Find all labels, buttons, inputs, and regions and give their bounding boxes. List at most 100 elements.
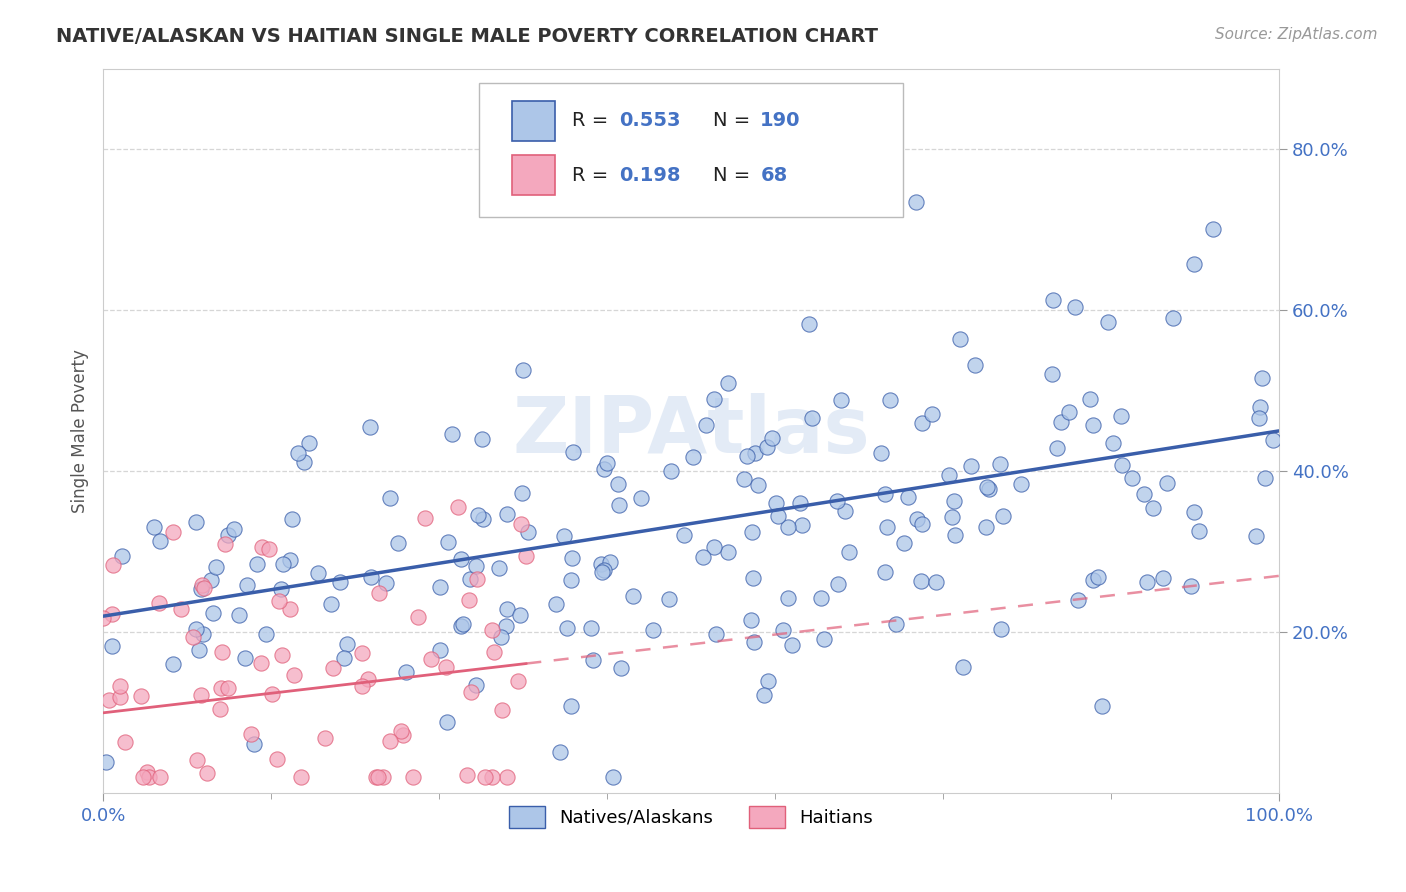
Point [481, 624, 503, 638]
Point [456, 768, 478, 782]
Point [1050, 415, 1073, 429]
Point [1097, 315, 1119, 329]
Point [368, 586, 391, 600]
Point [582, 653, 605, 667]
Point [491, 630, 513, 644]
Point [111, 549, 134, 563]
Point [190, 582, 212, 596]
Point [131, 770, 153, 784]
Point [897, 490, 920, 504]
Point [283, 667, 305, 681]
Point [191, 627, 214, 641]
FancyBboxPatch shape [479, 83, 903, 217]
Point [360, 570, 382, 584]
Point [181, 630, 204, 644]
Point [592, 563, 614, 577]
Point [991, 508, 1014, 523]
Point [884, 617, 907, 632]
Point [1081, 418, 1104, 433]
Point [610, 661, 633, 675]
Point [474, 770, 496, 784]
Point [717, 545, 740, 559]
Point [1042, 293, 1064, 308]
Point [515, 549, 537, 563]
Point [1188, 524, 1211, 538]
Point [209, 681, 232, 696]
Point [446, 500, 468, 515]
Point [509, 608, 531, 623]
Point [389, 724, 412, 739]
Point [621, 590, 644, 604]
Point [195, 765, 218, 780]
Point [491, 703, 513, 717]
Point [553, 529, 575, 543]
Point [765, 496, 787, 510]
Point [1083, 573, 1105, 587]
Point [434, 660, 457, 674]
Point [352, 646, 374, 660]
Point [373, 770, 395, 784]
Point [387, 536, 409, 550]
Point [290, 770, 312, 784]
Point [949, 332, 972, 346]
Point [1057, 405, 1080, 419]
Point [579, 621, 602, 635]
Point [752, 688, 775, 702]
Point [162, 525, 184, 540]
Point [741, 571, 763, 585]
Point [488, 561, 510, 575]
Point [267, 594, 290, 608]
Point [186, 622, 208, 636]
Point [1091, 698, 1114, 713]
Point [1263, 433, 1285, 447]
Point [1010, 477, 1032, 491]
Point [990, 623, 1012, 637]
Point [378, 734, 401, 748]
Text: NATIVE/ALASKAN VS HAITIAN SINGLE MALE POVERTY CORRELATION CHART: NATIVE/ALASKAN VS HAITIAN SINGLE MALE PO… [56, 27, 879, 45]
Point [1136, 574, 1159, 589]
Point [260, 687, 283, 701]
Point [329, 575, 352, 590]
Point [789, 496, 811, 510]
Point [413, 511, 436, 525]
Point [607, 498, 630, 512]
Point [149, 770, 172, 784]
Point [508, 674, 530, 689]
Point [682, 450, 704, 464]
Point [471, 511, 494, 525]
Point [278, 602, 301, 616]
Point [672, 528, 695, 542]
Point [756, 673, 779, 688]
Point [776, 591, 799, 606]
Point [1067, 592, 1090, 607]
Point [1152, 570, 1174, 584]
Point [366, 770, 388, 784]
Point [741, 525, 763, 540]
Point [952, 659, 974, 673]
Point [942, 494, 965, 508]
Point [395, 665, 418, 680]
Point [135, 765, 157, 780]
Point [703, 392, 725, 406]
Point [190, 688, 212, 702]
Point [778, 520, 800, 534]
Point [298, 435, 321, 450]
Point [1102, 436, 1125, 450]
Point [214, 537, 236, 551]
Point [630, 491, 652, 506]
Point [921, 407, 943, 421]
Point [367, 770, 389, 784]
Point [429, 643, 451, 657]
Point [1250, 370, 1272, 384]
Point [406, 610, 429, 624]
Point [1182, 257, 1205, 271]
Point [657, 591, 679, 606]
Point [976, 480, 998, 494]
Point [659, 464, 682, 478]
Point [103, 558, 125, 572]
Point [692, 549, 714, 564]
Point [450, 618, 472, 632]
Text: 0.553: 0.553 [619, 112, 681, 130]
Point [911, 516, 934, 531]
Point [484, 645, 506, 659]
